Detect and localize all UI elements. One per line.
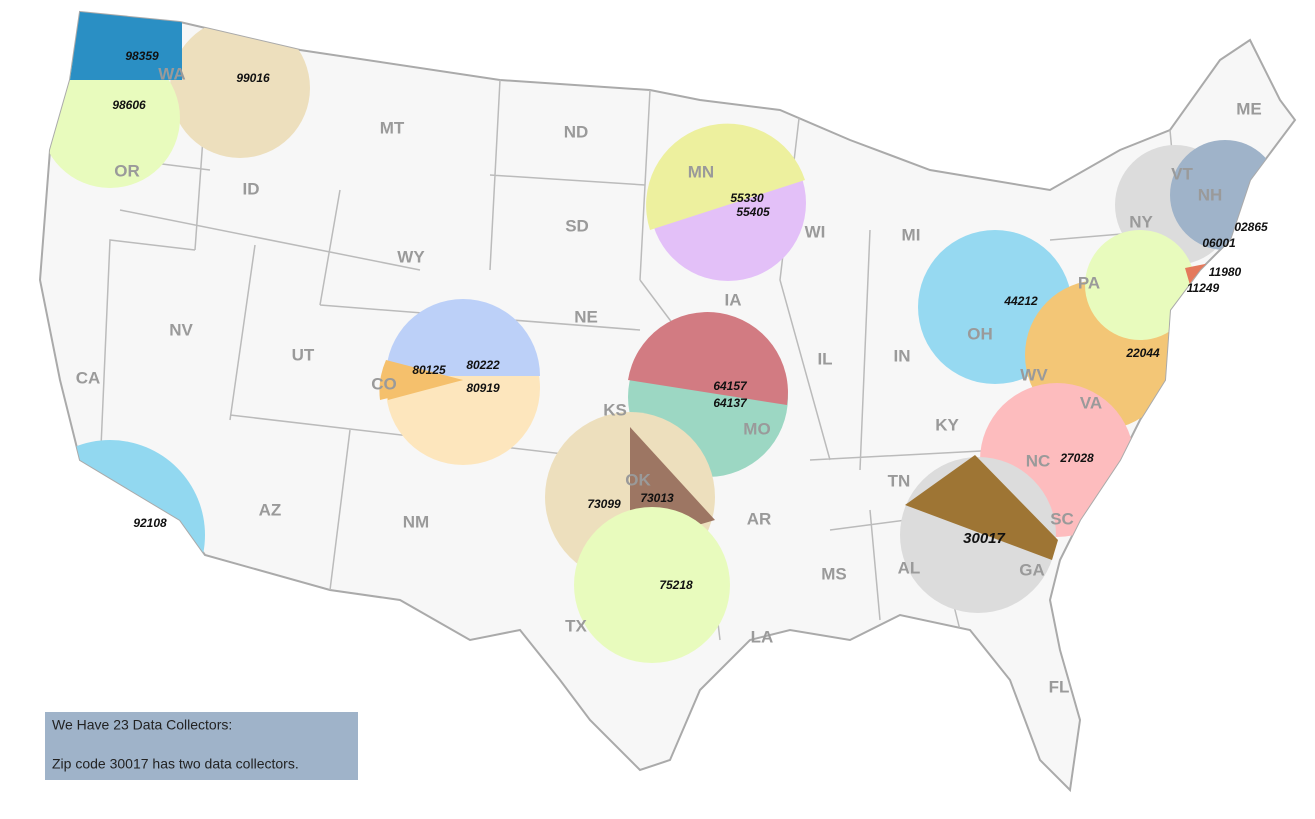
zip-label: 80222 xyxy=(466,358,500,372)
state-label: NC xyxy=(1026,451,1051,470)
state-label: WY xyxy=(397,247,425,266)
state-label: TX xyxy=(565,616,587,635)
state-label: VT xyxy=(1171,164,1193,183)
state-label: WI xyxy=(805,222,826,241)
state-label: CO xyxy=(371,374,397,393)
state-label: SD xyxy=(565,216,589,235)
state-label: ND xyxy=(564,122,589,141)
zip-label: 75218 xyxy=(659,578,693,592)
state-label: FL xyxy=(1049,677,1070,696)
state-label: NE xyxy=(574,307,598,326)
state-label: AL xyxy=(898,558,921,577)
zip-label: 55330 xyxy=(730,191,764,205)
state-label: PA xyxy=(1078,273,1100,292)
state-label: LA xyxy=(751,627,774,646)
state-label: NY xyxy=(1129,212,1153,231)
state-label: AZ xyxy=(259,500,282,519)
state-label: TN xyxy=(888,471,911,490)
zip-label: 64137 xyxy=(713,396,748,410)
zip-label: 99016 xyxy=(236,71,270,85)
state-label: UT xyxy=(292,345,315,364)
state-label: ID xyxy=(243,179,260,198)
state-label: MN xyxy=(688,162,714,181)
state-label: WV xyxy=(1020,365,1048,384)
zip-label: 06001 xyxy=(1202,236,1236,250)
note-title: We Have 23 Data Collectors: xyxy=(52,717,232,733)
zip-label: 02865 xyxy=(1234,220,1268,234)
note-text: Zip code 30017 has two data collectors. xyxy=(52,756,299,772)
zip-label: 80125 xyxy=(412,363,446,377)
zip-label: 98606 xyxy=(112,98,146,112)
state-label: GA xyxy=(1019,560,1045,579)
state-label: NH xyxy=(1198,185,1223,204)
zip-label: 80919 xyxy=(466,381,500,395)
state-label: KY xyxy=(935,415,959,434)
state-label: OK xyxy=(625,470,651,489)
state-label: VA xyxy=(1080,393,1102,412)
state-label: MI xyxy=(902,225,921,244)
state-label: OR xyxy=(114,161,140,180)
state-label: MS xyxy=(821,564,847,583)
zip-label: 98359 xyxy=(125,49,159,63)
state-label: MT xyxy=(380,118,405,137)
state-label: IA xyxy=(725,290,742,309)
state-label: SC xyxy=(1050,509,1074,528)
state-label: CA xyxy=(76,368,101,387)
state-label: ME xyxy=(1236,99,1262,118)
note-box xyxy=(45,712,358,780)
zip-label: 64157 xyxy=(713,379,748,393)
zip-label: 11249 xyxy=(1187,281,1220,295)
state-label: IL xyxy=(817,349,832,368)
state-label: AR xyxy=(747,509,772,528)
zip-label: 92108 xyxy=(133,516,167,530)
zip-label: 44212 xyxy=(1003,294,1038,308)
state-label: NV xyxy=(169,320,193,339)
state-label: MO xyxy=(743,419,770,438)
zip-label: 73013 xyxy=(640,491,674,505)
zip-label: 22044 xyxy=(1125,346,1160,360)
zip-label: 55405 xyxy=(736,205,770,219)
state-label: KS xyxy=(603,400,627,419)
zip-label: 73099 xyxy=(587,497,621,511)
state-label: WA xyxy=(158,64,185,83)
state-label: OH xyxy=(967,324,993,343)
zip-label: 30017 xyxy=(963,530,1005,547)
zip-label: 27028 xyxy=(1059,451,1094,465)
collector-areas xyxy=(40,12,1280,663)
state-label: NM xyxy=(403,512,429,531)
state-label: IN xyxy=(894,346,911,365)
zip-label: 11980 xyxy=(1209,265,1242,279)
